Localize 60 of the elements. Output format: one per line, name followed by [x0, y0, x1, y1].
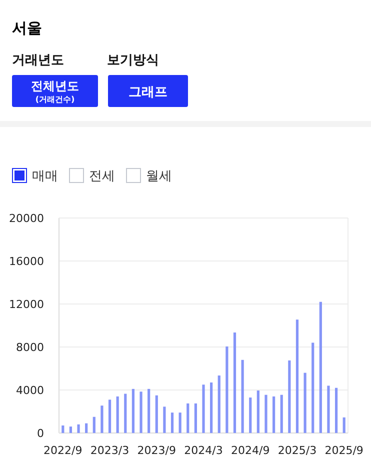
legend-item: 매매: [12, 168, 58, 184]
bar: [226, 346, 228, 433]
bar: [186, 403, 190, 433]
bar: [108, 400, 112, 433]
bar: [264, 394, 268, 433]
bar: [249, 398, 252, 433]
legend-label: 전세: [89, 169, 115, 184]
bar: [148, 388, 150, 433]
bar: [163, 406, 166, 433]
bar: [210, 382, 213, 433]
bar: [155, 395, 158, 433]
bar: [132, 388, 135, 433]
bar: [256, 390, 260, 433]
bar: [140, 392, 142, 433]
y-tick-label: 0: [37, 427, 44, 440]
bar: [85, 423, 88, 433]
button-view: 그래프: [108, 75, 188, 107]
bar: [218, 375, 220, 433]
chart-title: 서울: [12, 19, 42, 37]
text: 거래년도: [12, 53, 64, 68]
bar: [124, 394, 127, 433]
legend-item: 월세: [126, 168, 172, 184]
bar: [334, 388, 338, 433]
bar: [77, 424, 80, 433]
y-tick-label: 12000: [9, 298, 44, 311]
bar: [272, 396, 276, 433]
x-tick-label: 2022/9: [44, 444, 82, 457]
x-tick-label: 2025/3: [278, 444, 317, 457]
button-year: 전체년도 (거래건수): [12, 75, 98, 107]
x-tick-label: 2024/3: [184, 444, 223, 457]
x-tick-label: 2024/9: [231, 444, 270, 457]
bar: [194, 403, 197, 433]
bar: [69, 426, 72, 433]
bar: [241, 360, 244, 433]
bar: [342, 417, 346, 433]
y-tick-label: 4000: [16, 384, 44, 397]
bar: [312, 342, 314, 433]
text: 보기방식: [107, 53, 159, 68]
bar: [92, 416, 96, 433]
legend-item: 전세: [69, 168, 115, 184]
bar: [202, 384, 205, 433]
bar: [319, 302, 322, 433]
bar: [62, 425, 64, 433]
legend-label: 월세: [146, 169, 172, 184]
bar: [100, 406, 104, 433]
bar: [170, 412, 174, 433]
bar: [288, 360, 291, 433]
x-tick-label: 2023/9: [137, 444, 176, 457]
bar: [304, 372, 306, 433]
bar: [327, 386, 330, 433]
bar: [296, 320, 299, 433]
x-tick-label: 2025/9: [324, 444, 364, 457]
y-tick-label: 20000: [9, 212, 44, 225]
bar: [233, 332, 236, 433]
y-tick-label: 8000: [16, 341, 44, 354]
bar: [280, 394, 283, 433]
bar: [116, 396, 119, 433]
x-tick-label: 2023/3: [90, 444, 130, 457]
y-tick-label: 16000: [9, 255, 44, 268]
bar: [178, 412, 182, 433]
